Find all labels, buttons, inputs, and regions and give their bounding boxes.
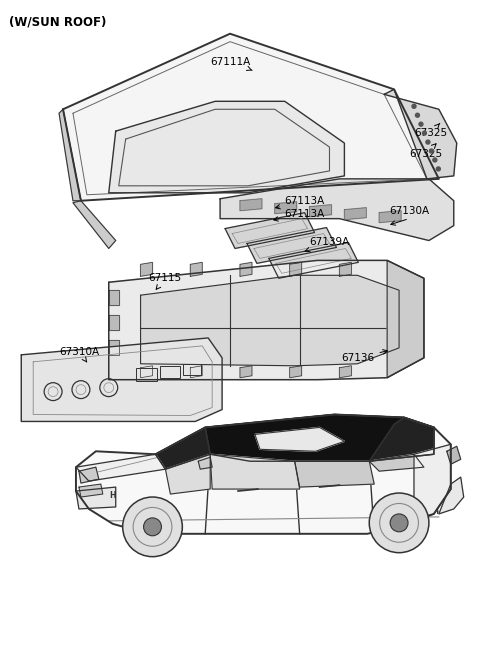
Polygon shape	[109, 315, 119, 330]
Polygon shape	[247, 227, 336, 263]
Polygon shape	[156, 428, 210, 469]
Polygon shape	[109, 290, 119, 305]
Polygon shape	[369, 455, 424, 471]
Polygon shape	[414, 444, 451, 519]
Polygon shape	[198, 457, 212, 469]
Polygon shape	[205, 415, 434, 461]
Polygon shape	[339, 365, 351, 378]
Polygon shape	[190, 365, 202, 378]
Circle shape	[390, 514, 408, 532]
Polygon shape	[240, 365, 252, 378]
Circle shape	[433, 158, 437, 162]
Circle shape	[436, 167, 440, 171]
Polygon shape	[240, 198, 262, 211]
Polygon shape	[290, 365, 301, 378]
Polygon shape	[109, 340, 119, 355]
Text: 67310A: 67310A	[59, 347, 99, 362]
Circle shape	[419, 122, 423, 126]
Polygon shape	[141, 263, 153, 276]
Bar	[183, 364, 201, 375]
Circle shape	[416, 113, 420, 117]
Polygon shape	[310, 205, 332, 217]
Text: 67111A: 67111A	[210, 56, 252, 71]
Circle shape	[422, 131, 426, 135]
Text: 67115: 67115	[148, 273, 181, 290]
Polygon shape	[447, 446, 461, 464]
Polygon shape	[109, 102, 344, 193]
Polygon shape	[295, 461, 374, 487]
Text: 67325: 67325	[409, 143, 442, 159]
Text: 67113A: 67113A	[274, 209, 325, 221]
Polygon shape	[384, 89, 457, 179]
Circle shape	[123, 497, 182, 557]
Text: 67130A: 67130A	[389, 206, 429, 215]
Text: 67113A: 67113A	[276, 196, 325, 209]
Polygon shape	[210, 455, 300, 489]
Text: (W/SUN ROOF): (W/SUN ROOF)	[9, 16, 107, 29]
Text: H: H	[109, 491, 116, 500]
Polygon shape	[344, 208, 366, 219]
Polygon shape	[240, 263, 252, 276]
Polygon shape	[76, 455, 166, 481]
Polygon shape	[79, 467, 99, 483]
Polygon shape	[79, 484, 103, 497]
Polygon shape	[255, 428, 344, 451]
Polygon shape	[387, 261, 424, 378]
Circle shape	[430, 149, 433, 153]
Polygon shape	[190, 263, 202, 276]
Polygon shape	[269, 242, 358, 278]
Polygon shape	[76, 415, 451, 534]
Polygon shape	[76, 487, 116, 509]
Polygon shape	[439, 477, 464, 514]
Polygon shape	[290, 263, 301, 276]
Polygon shape	[225, 213, 314, 248]
Polygon shape	[339, 263, 351, 276]
Polygon shape	[220, 179, 454, 240]
Polygon shape	[166, 455, 210, 494]
Circle shape	[426, 140, 430, 144]
Polygon shape	[73, 200, 116, 248]
Text: 67325: 67325	[414, 123, 447, 138]
Circle shape	[412, 104, 416, 108]
Polygon shape	[141, 365, 153, 378]
Polygon shape	[369, 417, 434, 461]
Text: 67136: 67136	[341, 350, 387, 363]
Polygon shape	[63, 33, 439, 200]
Polygon shape	[141, 275, 399, 365]
Circle shape	[369, 493, 429, 553]
Polygon shape	[275, 202, 297, 214]
Text: 67139A: 67139A	[305, 238, 350, 252]
Circle shape	[144, 518, 161, 536]
Polygon shape	[21, 338, 222, 421]
Polygon shape	[109, 261, 424, 380]
Bar	[136, 367, 157, 381]
Polygon shape	[379, 211, 401, 223]
Bar	[160, 365, 180, 378]
Polygon shape	[59, 109, 81, 200]
